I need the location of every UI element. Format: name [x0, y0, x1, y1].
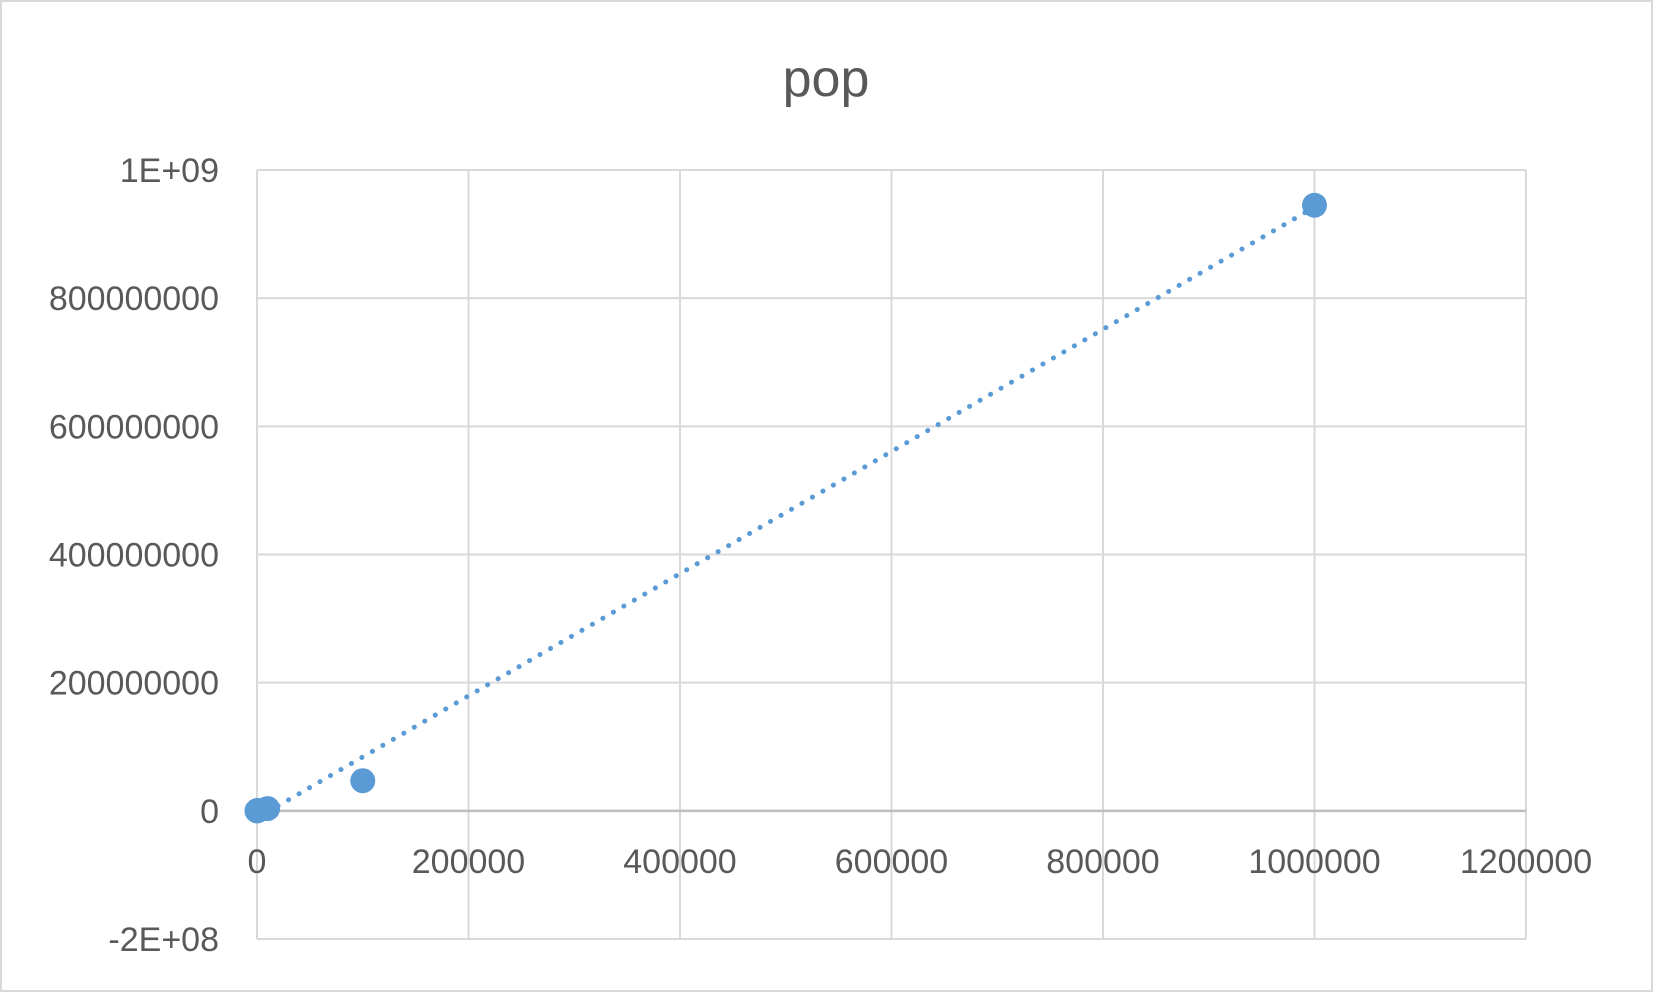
trendline — [265, 204, 1317, 815]
x-tick-label: 800000 — [1046, 843, 1159, 881]
y-axis-tick-labels: 1E+09 800000000 600000000 400000000 20000000… — [49, 152, 219, 959]
y-tick-label: 1E+09 — [120, 152, 219, 190]
x-tick-label: 1000000 — [1248, 843, 1380, 881]
y-tick-label: 200000000 — [49, 665, 219, 703]
y-tick-label: 400000000 — [49, 537, 219, 575]
y-tick-label: 800000000 — [49, 280, 219, 318]
data-point — [255, 796, 281, 822]
trendlines — [265, 204, 1317, 815]
x-axis-tick-labels: 0 200000 400000 600000 800000 1000000 1200000 — [248, 843, 1593, 881]
data-point — [350, 768, 376, 794]
x-tick-label: 600000 — [835, 843, 948, 881]
chart-title: pop — [783, 50, 870, 108]
x-tick-label: 200000 — [412, 843, 525, 881]
x-tick-label: 0 — [248, 843, 267, 881]
x-tick-label: 1200000 — [1460, 843, 1592, 881]
x-tick-label: 400000 — [623, 843, 736, 881]
data-point — [1302, 192, 1327, 218]
y-tick-label: -2E+08 — [108, 921, 219, 959]
y-tick-label: 600000000 — [49, 408, 219, 446]
data-points — [244, 192, 1327, 824]
y-tick-label: 0 — [200, 793, 219, 831]
